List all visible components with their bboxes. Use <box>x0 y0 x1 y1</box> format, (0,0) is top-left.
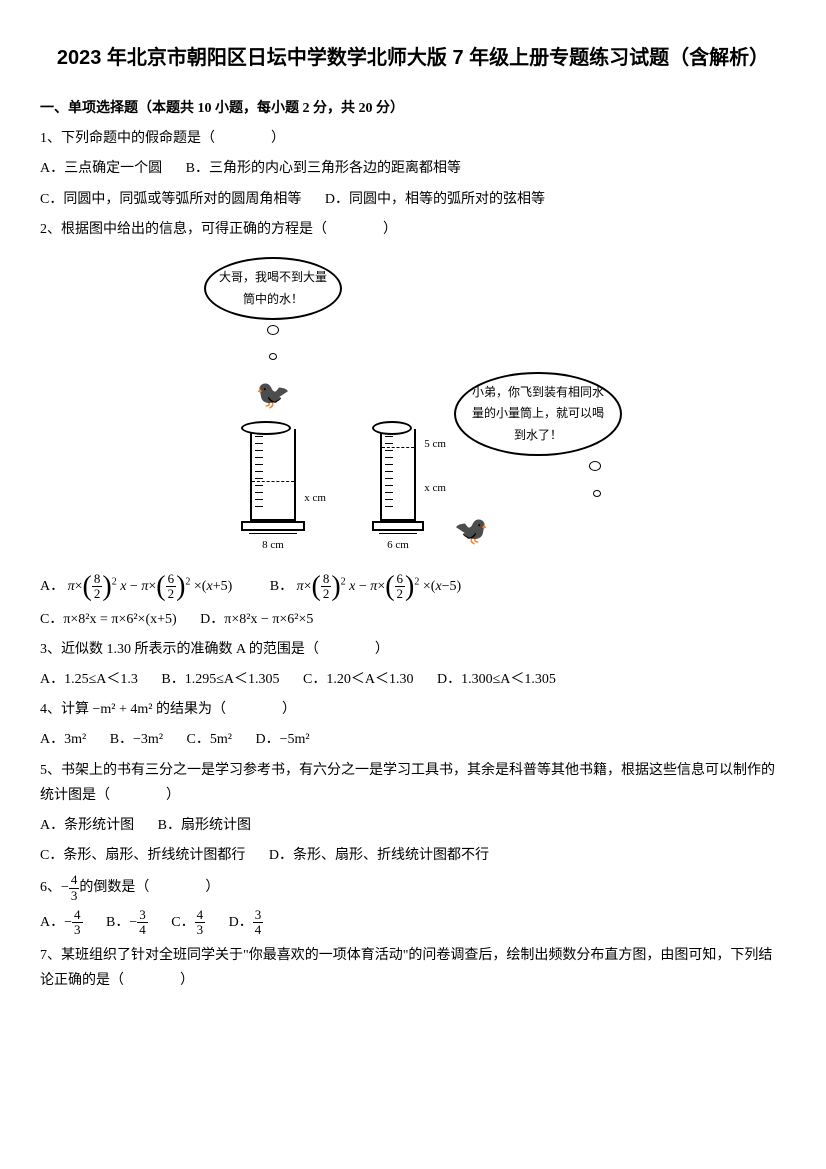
q4-optA: A．3m² <box>40 732 86 747</box>
bubble-trail-1 <box>204 320 342 370</box>
q3-options: A．1.25≤A＜1.3 B．1.295≤A＜1.305 C．1.20＜A＜1.… <box>40 667 786 692</box>
f43n: 4 <box>69 873 80 888</box>
q1-options-2: C．同圆中，同弧或等弧所对的圆周角相等 D．同圆中，相等的弧所对的弦相等 <box>40 187 786 212</box>
f82d: 2 <box>92 587 103 601</box>
q3-optD: D．1.300≤A＜1.305 <box>437 672 556 687</box>
q6-optA: A．−43 <box>40 915 86 930</box>
page-title: 2023 年北京市朝阳区日坛中学数学北师大版 7 年级上册专题练习试题（含解析） <box>40 40 786 76</box>
question-2: 2、根据图中给出的信息，可得正确的方程是（ ） <box>40 217 786 242</box>
f43nC: 4 <box>195 908 206 923</box>
f43dA: 3 <box>72 923 83 937</box>
f43d: 3 <box>69 889 80 903</box>
q2-optC: C．π×8²x = π×6²×(x+5) <box>40 612 177 627</box>
cyl2-x-label: x cm <box>424 479 446 499</box>
f62d2: 2 <box>395 587 406 601</box>
q6A-prefix: A． <box>40 915 64 930</box>
question-3: 3、近似数 1.30 所表示的准确数 A 的范围是（ ） <box>40 637 786 662</box>
bubble-trail-2 <box>454 456 622 506</box>
q4-optC: C．5m² <box>187 732 232 747</box>
f43nA: 4 <box>72 908 83 923</box>
q4-optB: B．−3m² <box>110 732 163 747</box>
f34nD: 3 <box>253 908 264 923</box>
q1-optC: C．同圆中，同弧或等弧所对的圆周角相等 <box>40 192 301 207</box>
q6D-prefix: D． <box>229 915 253 930</box>
q1-optA: A．三点确定一个圆 <box>40 161 162 176</box>
q6-optC: C．43 <box>171 915 208 930</box>
f34nB: 3 <box>137 908 148 923</box>
q2-figure: 大哥，我喝不到大量筒中的水！ 🐦‍⬛ x cm <box>40 257 786 557</box>
q1-options: A．三点确定一个圆 B．三角形的内心到三角形各边的距离都相等 <box>40 156 786 181</box>
q1-optD: D．同圆中，相等的弧所对的弦相等 <box>325 192 545 207</box>
cylinder-2: 5 cm x cm 6 cm <box>372 421 424 556</box>
section-heading: 一、单项选择题（本题共 10 小题，每小题 2 分，共 20 分） <box>40 96 786 121</box>
q2-options-cd: C．π×8²x = π×6²×(x+5) D．π×8²x − π×6²×5 <box>40 607 786 632</box>
q2-optB-prefix: B． <box>270 579 293 594</box>
cyl2-width: 6 cm <box>372 536 424 556</box>
q4-optD: D．−5m² <box>255 732 309 747</box>
q6-optB: B．−34 <box>106 915 151 930</box>
f34dB: 4 <box>137 923 148 937</box>
q6C-prefix: C． <box>171 915 194 930</box>
q6-suffix: 的倒数是（ ） <box>79 880 219 895</box>
q5-options-ab: A．条形统计图 B．扇形统计图 <box>40 813 786 838</box>
right-panel: 小弟，你飞到装有相同水量的小量筒上，就可以喝到水了！ 🐦‍⬛ <box>454 372 622 558</box>
q5-optC: C．条形、扇形、折线统计图都行 <box>40 848 245 863</box>
f82n2: 8 <box>321 572 332 587</box>
f62n: 6 <box>166 572 177 587</box>
q5-optA: A．条形统计图 <box>40 818 134 833</box>
q5-optB: B．扇形统计图 <box>158 818 251 833</box>
f82d2: 2 <box>321 587 332 601</box>
f43dC: 3 <box>195 923 206 937</box>
q2-options-ab: A． π×(82)2 x − π×(62)2 ×(x+5) B． π×(82)2… <box>40 572 786 602</box>
q1-optB: B．三角形的内心到三角形各边的距离都相等 <box>186 161 461 176</box>
q6-prefix: 6、 <box>40 880 61 895</box>
f62n2: 6 <box>395 572 406 587</box>
middle-panel: 5 cm x cm 6 cm <box>372 421 424 557</box>
bubble-2: 小弟，你飞到装有相同水量的小量筒上，就可以喝到水了！ <box>454 372 622 457</box>
question-7: 7、某班组织了针对全班同学关于"你最喜欢的一项体育活动"的问卷调查后，绘制出频数… <box>40 943 786 993</box>
question-1: 1、下列命题中的假命题是（ ） <box>40 126 786 151</box>
q6-options: A．−43 B．−34 C．43 D．34 <box>40 908 786 938</box>
q2-optA: A． π×(82)2 x − π×(62)2 ×(x+5) <box>40 579 236 594</box>
left-panel: 大哥，我喝不到大量筒中的水！ 🐦‍⬛ x cm <box>204 257 342 557</box>
q5-options-cd: C．条形、扇形、折线统计图都行 D．条形、扇形、折线统计图都不行 <box>40 843 786 868</box>
q3-optA: A．1.25≤A＜1.3 <box>40 672 138 687</box>
question-6: 6、−43的倒数是（ ） <box>40 873 786 903</box>
question-5: 5、书架上的书有三分之一是学习参考书，有六分之一是学习工具书，其余是科普等其他书… <box>40 758 786 808</box>
q2-optB: B． π×(82)2 x − π×(62)2 ×(x−5) <box>270 579 461 594</box>
q2-optA-prefix: A． <box>40 579 64 594</box>
q3-optC: C．1.20＜A＜1.30 <box>303 672 413 687</box>
cylinder-1: x cm 8 cm <box>241 421 305 556</box>
f34dD: 4 <box>253 923 264 937</box>
q3-optB: B．1.295≤A＜1.305 <box>161 672 279 687</box>
f82n: 8 <box>92 572 103 587</box>
question-4: 4、计算 −m² + 4m² 的结果为（ ） <box>40 697 786 722</box>
crow-right-icon: 🐦‍⬛ <box>454 507 622 557</box>
cyl2-5cm-label: 5 cm <box>424 435 446 455</box>
q6B-prefix: B． <box>106 915 129 930</box>
cyl1-width: 8 cm <box>241 536 305 556</box>
cyl1-x-label: x cm <box>304 489 326 509</box>
crow-left-icon: 🐦‍⬛ <box>204 371 342 421</box>
q2-optD: D．π×8²x − π×6²×5 <box>200 612 313 627</box>
q5-optD: D．条形、扇形、折线统计图都不行 <box>269 848 489 863</box>
f62d: 2 <box>166 587 177 601</box>
q6-optD: D．34 <box>229 915 264 930</box>
bubble-1: 大哥，我喝不到大量筒中的水！ <box>204 257 342 320</box>
q4-options: A．3m² B．−3m² C．5m² D．−5m² <box>40 727 786 752</box>
